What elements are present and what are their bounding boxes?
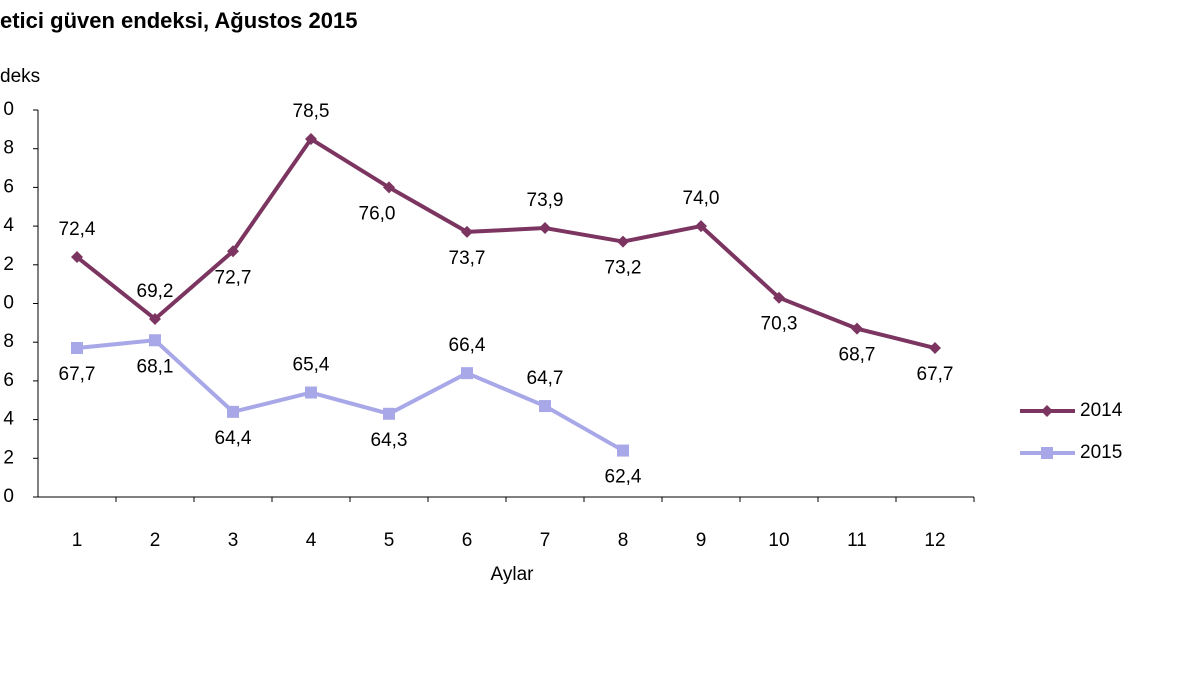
data-label: 73,9 [527, 190, 564, 211]
data-label: 64,4 [215, 428, 252, 449]
x-tick-label: 4 [306, 530, 317, 551]
marker [461, 367, 473, 380]
x-tick-label: 6 [462, 530, 473, 551]
x-tick-label: 5 [384, 530, 395, 551]
marker [227, 245, 239, 258]
x-tick-label: 11 [847, 530, 867, 551]
y-tick-label: 0 [3, 99, 14, 120]
marker [617, 444, 629, 457]
x-axis-label: Aylar [491, 564, 535, 585]
y-tick-label: 0 [3, 486, 14, 507]
data-label: 78,5 [293, 101, 330, 122]
marker [539, 400, 551, 413]
data-label: 65,4 [293, 355, 330, 376]
data-label: 72,4 [59, 219, 96, 240]
x-tick-label: 1 [72, 530, 83, 551]
marker [1041, 447, 1053, 459]
data-label: 67,7 [917, 364, 954, 385]
data-label: 66,4 [449, 335, 486, 356]
y-tick-label: 6 [3, 176, 14, 197]
x-tick-label: 3 [228, 530, 239, 551]
marker [227, 405, 239, 418]
y-tick-label: 6 [3, 370, 14, 391]
data-label: 70,3 [761, 314, 798, 335]
y-tick-label: 8 [3, 138, 14, 159]
data-label: 73,2 [605, 258, 642, 279]
legend-label: 2015 [1080, 442, 1122, 463]
marker [851, 322, 863, 335]
y-tick-label: 4 [3, 215, 14, 236]
marker [149, 334, 161, 347]
line [76, 338, 624, 453]
data-label: 68,1 [137, 356, 174, 377]
y-axis-label: deks [0, 66, 40, 87]
marker [383, 407, 395, 420]
x-tick-label: 12 [924, 530, 945, 551]
y-tick-label: 2 [3, 254, 14, 275]
data-label: 76,0 [359, 203, 396, 224]
data-label: 68,7 [839, 345, 876, 366]
data-label: 67,7 [59, 364, 96, 385]
marker [305, 133, 317, 146]
line [75, 137, 936, 350]
data-label: 64,3 [371, 430, 408, 451]
x-tick-label: 8 [618, 530, 629, 551]
marker [929, 342, 941, 355]
data-label: 72,7 [215, 267, 252, 288]
y-tick-label: 8 [3, 331, 14, 352]
marker [71, 251, 83, 264]
marker [71, 342, 83, 355]
marker [539, 222, 551, 235]
marker [695, 220, 707, 233]
data-label: 73,7 [449, 248, 486, 269]
marker [383, 181, 395, 194]
marker [149, 312, 161, 325]
marker [461, 225, 473, 238]
x-tick-label: 2 [150, 530, 161, 551]
marker [617, 235, 629, 248]
data-label: 69,2 [137, 281, 174, 302]
data-label: 64,7 [527, 368, 564, 389]
y-tick-label: 0 [3, 293, 14, 314]
data-label: 74,0 [683, 188, 720, 209]
chart-title: etici güven endeksi, Ağustos 2015 [0, 8, 357, 33]
marker [773, 291, 785, 304]
data-label: 62,4 [605, 467, 642, 488]
marker [305, 386, 317, 399]
marker [1041, 405, 1053, 417]
legend-label: 2014 [1080, 400, 1123, 421]
y-tick-label: 4 [3, 409, 14, 430]
y-tick-label: 2 [3, 447, 14, 468]
x-tick-label: 7 [540, 530, 551, 551]
x-tick-label: 10 [768, 530, 789, 551]
x-tick-label: 9 [696, 530, 707, 551]
